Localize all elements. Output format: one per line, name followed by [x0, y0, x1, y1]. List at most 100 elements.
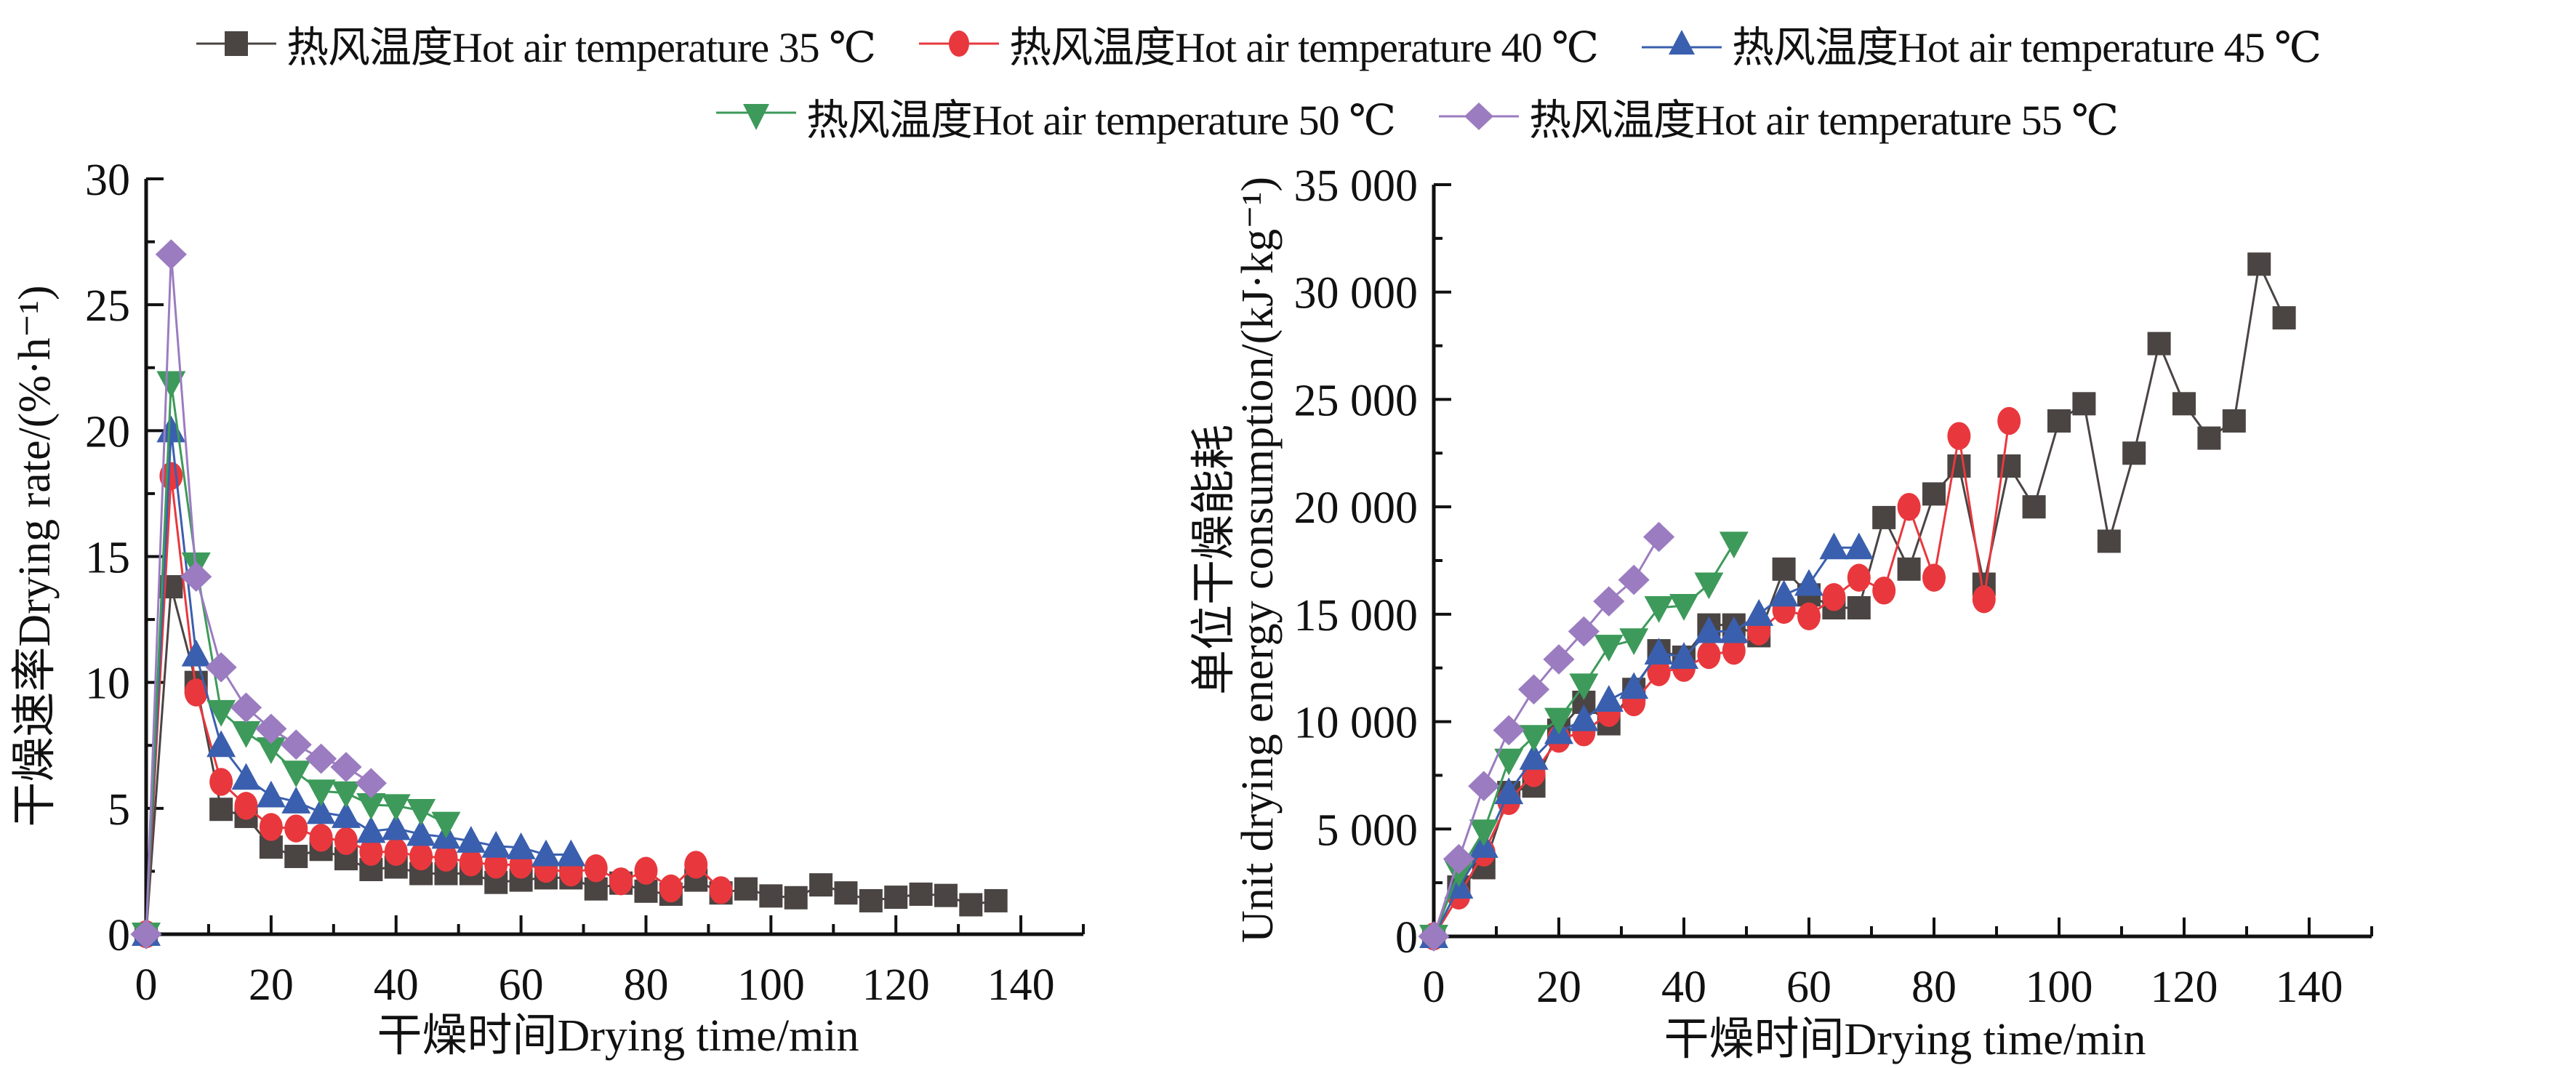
data-point-triangle-down — [1569, 673, 1599, 701]
energy-y-tick-label: 5 000 — [1317, 806, 1419, 855]
data-point-circle — [209, 768, 233, 796]
data-point-circle — [309, 824, 333, 852]
data-point-triangle-down — [431, 811, 461, 839]
data-point-triangle-up — [356, 816, 386, 843]
drying-rate-y-tick-label: 20 — [85, 407, 130, 457]
data-point-triangle-down — [331, 781, 361, 808]
data-point-circle — [284, 814, 308, 843]
data-point-triangle-up — [1644, 638, 1674, 665]
energy-x-tick-label: 100 — [2026, 963, 2093, 1012]
data-point-circle — [1797, 602, 1821, 631]
energy-axes: 0 20 40 60 80 100 120 140 0 5 000 10 000 15 000 20 0… — [1294, 161, 2373, 1012]
data-point-triangle-down — [1694, 572, 1724, 600]
data-point-triangle-up — [381, 813, 411, 840]
drying-rate-x-tick-label: 0 — [135, 960, 158, 1010]
data-point-circle — [1647, 658, 1671, 686]
data-point-circle — [259, 813, 283, 841]
data-point-circle — [1922, 563, 1946, 592]
data-point-square — [284, 844, 308, 868]
data-point-triangle-up — [1619, 672, 1649, 699]
energy-x-tick-label: 40 — [1661, 963, 1706, 1012]
drying-rate-series-line — [145, 254, 372, 935]
data-point-triangle-up — [1769, 579, 1799, 607]
data-point-circle — [1897, 492, 1921, 521]
data-point-circle — [359, 838, 383, 866]
data-point-triangle-up — [306, 797, 336, 824]
energy-x-axis-title: 干燥时间Drying time/min — [1664, 1015, 2146, 1064]
data-point-circle — [584, 854, 608, 883]
data-point-diamond — [255, 713, 287, 744]
data-point-circle — [409, 842, 433, 871]
data-point-square — [2222, 409, 2246, 433]
data-point-circle — [184, 678, 208, 707]
drying-rate-x-tick-label: 100 — [737, 960, 805, 1010]
legend-label: 热风温度Hot air temperature 40 ℃ — [1009, 24, 1599, 71]
energy-series — [1418, 252, 2296, 952]
data-point-square — [2172, 392, 2196, 416]
legend-row-2: 热风温度Hot air temperature 50 ℃ 热风温度Hot air… — [716, 86, 2162, 147]
data-point-triangle-down — [1669, 594, 1698, 621]
legend: 热风温度Hot air temperature 35 ℃ 热风温度Hot air… — [0, 0, 2576, 145]
drying-rate-x-tick-label: 20 — [249, 960, 294, 1010]
energy-series-t55 — [1418, 521, 1675, 952]
data-point-diamond — [1543, 644, 1575, 675]
data-point-triangle-up — [531, 839, 561, 867]
data-point-diamond — [1593, 586, 1625, 617]
data-point-circle — [659, 874, 683, 903]
data-point-triangle-down — [1719, 531, 1749, 559]
data-point-diamond — [230, 692, 262, 723]
data-point-square — [909, 882, 933, 906]
drying-rate-series-t55 — [130, 239, 387, 949]
legend-label: 热风温度Hot air temperature 50 ℃ — [806, 97, 1396, 144]
data-point-diamond — [355, 768, 387, 798]
data-point-circle — [459, 848, 483, 877]
data-point-square — [2147, 332, 2171, 356]
data-point-circle — [1847, 563, 1871, 592]
legend-label: 热风温度Hot air temperature 55 ℃ — [1529, 97, 2119, 144]
drying-rate-axes: 0 20 40 60 80 100 120 140 0 5 10 15 20 25 30 — [85, 156, 1085, 1010]
data-point-triangle-up — [506, 832, 536, 859]
legend-label: 热风温度Hot air temperature 35 ℃ — [286, 24, 876, 71]
legend-marker-circle-icon — [919, 31, 999, 57]
legend-row-1: 热风温度Hot air temperature 35 ℃ 热风温度Hot air… — [196, 13, 2364, 74]
data-point-square — [2072, 392, 2096, 416]
data-point-diamond — [1643, 521, 1675, 553]
drying-rate-y-tick-label: 0 — [108, 911, 130, 960]
drying-rate-series-t40 — [135, 462, 733, 949]
data-point-triangle-up — [406, 819, 436, 846]
data-point-square — [1947, 454, 1971, 478]
energy-y-tick-label: 0 — [1395, 913, 1418, 963]
legend-marker-diamond-icon — [1439, 103, 1519, 130]
data-point-diamond — [1493, 715, 1525, 746]
energy-y-tick-label: 25 000 — [1294, 376, 1419, 425]
data-point-triangle-down — [1494, 748, 1524, 776]
energy-y-tick-label: 20 000 — [1294, 483, 1419, 533]
data-point-diamond — [1443, 843, 1474, 875]
data-point-square — [2272, 306, 2296, 330]
legend-item-35: 热风温度Hot air temperature 35 ℃ — [196, 13, 876, 74]
data-point-triangle-down — [1469, 819, 1498, 847]
energy-x-tick-label: 120 — [2151, 963, 2218, 1012]
data-point-circle — [684, 851, 708, 879]
data-point-diamond — [205, 652, 237, 683]
data-point-circle — [1822, 583, 1846, 611]
drying-rate-x-tick-label: 80 — [623, 960, 668, 1010]
data-point-triangle-down — [1644, 595, 1674, 623]
data-point-triangle-up — [1669, 642, 1698, 669]
data-point-circle — [1972, 585, 1996, 614]
data-point-circle — [1997, 406, 2021, 435]
drying-rate-y-tick-label: 10 — [85, 659, 130, 709]
data-point-square — [1897, 557, 1921, 581]
data-point-diamond — [1618, 564, 1650, 595]
data-point-circle — [484, 851, 508, 879]
data-point-triangle-up — [1519, 742, 1549, 770]
data-point-triangle-up — [331, 801, 361, 828]
drying-rate-y-tick-label: 5 — [108, 785, 130, 835]
data-point-triangle-down — [381, 794, 411, 822]
data-point-triangle-up — [231, 763, 261, 790]
data-point-square — [2122, 441, 2146, 465]
data-point-square — [2097, 529, 2121, 553]
legend-marker-triangle-down-icon — [716, 104, 796, 130]
data-point-triangle-down — [156, 371, 186, 398]
